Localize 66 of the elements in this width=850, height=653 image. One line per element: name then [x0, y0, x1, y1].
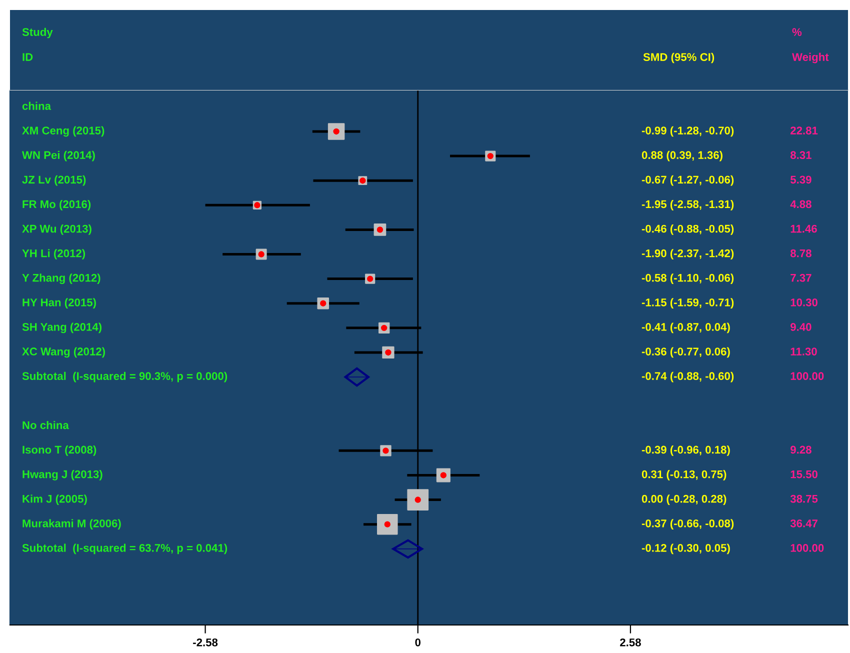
annotation: 15.50	[790, 470, 818, 478]
y-tick-label: FR Mo (2016)	[22, 200, 91, 210]
point	[344, 367, 370, 387]
x-tick-label: 2.58	[620, 638, 641, 646]
annotation: 8.78	[790, 249, 812, 258]
annotation: -0.36 (-0.77, 0.06)	[642, 347, 730, 358]
annotation: -1.15 (-1.59, -0.71)	[642, 298, 734, 309]
annotation: 7.37	[790, 274, 812, 282]
x-tick-label: 0	[415, 638, 421, 646]
x-tick-label: -2.58	[193, 638, 218, 646]
annotation: -0.41 (-0.87, 0.04)	[642, 322, 730, 334]
y-tick-label: Murakami M (2006)	[22, 519, 121, 530]
y-tick-label: YH Li (2012)	[22, 249, 86, 260]
y-tick-label: Y Zhang (2012)	[22, 274, 100, 284]
text: Weight	[792, 52, 829, 64]
annotation: -0.12 (-0.30, 0.05)	[642, 544, 730, 554]
annotation: -0.99 (-1.28, -0.70)	[642, 126, 734, 137]
annotation: -0.37 (-0.66, -0.08)	[642, 519, 734, 530]
y-tick-label: SH Yang (2014)	[22, 322, 102, 334]
annotation: -1.90 (-2.37, -1.42)	[642, 249, 734, 260]
annotation: 100.00	[790, 544, 824, 552]
annotation: -0.46 (-0.88, -0.05)	[642, 224, 734, 235]
y-tick-label: HY Han (2015)	[22, 298, 96, 309]
y-tick-label: XC Wang (2012)	[22, 347, 105, 358]
point	[485, 150, 496, 162]
annotation: -0.74 (-0.88, -0.60)	[642, 372, 734, 382]
annotation: -1.95 (-2.58, -1.31)	[642, 200, 734, 210]
text: Study	[22, 28, 53, 38]
annotation: -0.67 (-1.27, -0.06)	[642, 175, 734, 186]
y-tick-label: Subtotal (I-squared = 63.7%, p = 0.041)	[22, 544, 228, 554]
point	[256, 248, 267, 260]
annotation: 11.30	[790, 348, 817, 356]
text: SMD (95% CI)	[643, 52, 714, 64]
annotation: 0.31 (-0.13, 0.75)	[642, 470, 726, 480]
annotation: 5.39	[790, 176, 812, 184]
text: ID	[22, 53, 33, 61]
y-tick-label: XP Wu (2013)	[22, 224, 92, 235]
point	[317, 297, 330, 310]
text: %	[792, 28, 802, 36]
annotation: -0.58 (-1.10, -0.06)	[642, 274, 734, 284]
annotation: 22.81	[790, 126, 818, 134]
y-tick-label: XM Ceng (2015)	[22, 126, 104, 137]
point	[382, 346, 394, 359]
annotation: 100.00	[790, 372, 824, 380]
annotation: 0.88 (0.39, 1.36)	[642, 150, 722, 162]
point	[374, 224, 386, 236]
point	[378, 322, 390, 334]
point	[380, 445, 392, 456]
annotation: -0.39 (-0.96, 0.18)	[642, 446, 730, 456]
annotation: 11.46	[790, 224, 817, 233]
y-tick-label: WN Pei (2014)	[22, 150, 95, 162]
annotation: 9.28	[790, 446, 812, 454]
y-tick-label: Subtotal (I-squared = 90.3%, p = 0.000)	[22, 372, 228, 382]
y-tick-label: china	[22, 102, 52, 110]
annotation: 4.88	[790, 200, 812, 208]
annotation: 10.30	[790, 298, 818, 306]
annotation: 0.00 (-0.28, 0.28)	[642, 494, 726, 505]
annotation: 36.47	[790, 519, 818, 528]
y-tick-label: Kim J (2005)	[22, 494, 87, 505]
annotation: 9.40	[790, 323, 812, 331]
y-tick-label: Hwang J (2013)	[22, 470, 102, 480]
y-tick-label: JZ Lv (2015)	[22, 175, 86, 186]
y-tick-label: Isono T (2008)	[22, 446, 96, 456]
y-tick-label: No china	[22, 420, 69, 430]
annotation: 8.31	[790, 151, 812, 160]
annotation: 38.75	[790, 494, 818, 503]
